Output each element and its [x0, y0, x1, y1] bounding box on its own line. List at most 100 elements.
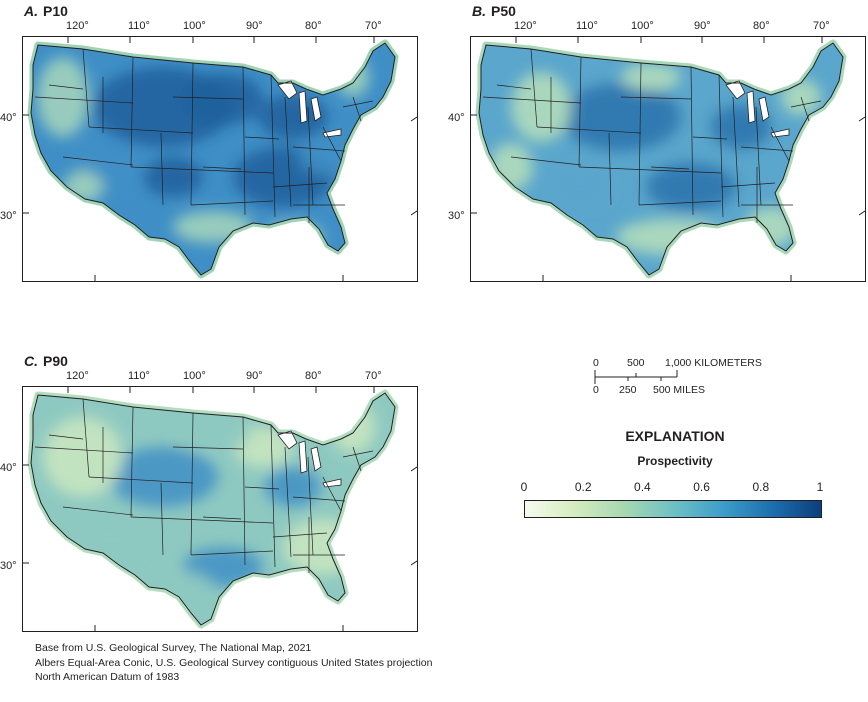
- source-note-base: Base from U.S. Geological Survey, The Na…: [35, 642, 312, 654]
- state-border: [48, 84, 84, 90]
- colorbar-tick-label: 0: [520, 480, 528, 494]
- state-border: [620, 96, 692, 100]
- longitude-label: 80°: [305, 20, 322, 32]
- longitude-label: 90°: [694, 20, 711, 32]
- scale-bar: 0 500 1,000 KILOMETERS 0 250 500 MILES: [585, 355, 785, 405]
- colorbar-tick-label: 0.6: [693, 480, 710, 494]
- prospectivity-patch: [711, 105, 771, 149]
- panel-label: C. P90: [24, 353, 68, 369]
- longitude-label: 80°: [753, 20, 770, 32]
- state-border: [482, 96, 582, 104]
- panel-label: A. P10: [24, 3, 68, 19]
- state-border: [307, 456, 314, 556]
- scale-km-0: 0: [593, 357, 599, 369]
- graticule-tick: [410, 210, 417, 216]
- prospectivity-patch: [265, 467, 321, 507]
- state-border: [578, 56, 582, 168]
- state-border: [202, 516, 242, 520]
- great-lakes: [277, 430, 342, 488]
- great-lakes: [277, 80, 342, 138]
- map-panel: C. P90 120° 110° 100° 90° 80° 70° 40° 30°: [0, 350, 420, 632]
- longitude-label: 120°: [66, 20, 89, 32]
- state-border: [172, 446, 244, 450]
- latitude-label: 30°: [0, 210, 17, 222]
- state-border: [578, 166, 722, 174]
- map-panel: A. P10 120° 110° 100° 90° 80° 70° 40° 30°: [0, 0, 420, 282]
- us-prospectivity-map: [23, 37, 417, 281]
- longitude-label: 70°: [813, 20, 830, 32]
- state-border: [284, 446, 292, 558]
- state-border: [190, 550, 274, 556]
- state-border: [292, 496, 346, 502]
- state-border: [190, 200, 274, 206]
- scale-km-500: 500: [627, 357, 645, 369]
- state-border: [48, 434, 84, 440]
- prospectivity-patch: [83, 517, 143, 557]
- longitude-label: 110°: [128, 370, 150, 382]
- scale-km-1000: 1,000 KILOMETERS: [665, 357, 762, 369]
- scale-mi-0: 0: [593, 384, 599, 396]
- state-border: [190, 412, 194, 556]
- graticule-tick: [410, 560, 417, 566]
- state-border: [740, 146, 794, 152]
- map-panel: B. P50 120° 110° 100° 90° 80° 70° 40° 30°: [448, 0, 868, 282]
- scale-mi-500: 500 MILES: [653, 384, 705, 396]
- state-border: [510, 156, 582, 166]
- state-border: [638, 62, 642, 206]
- graticule-tick: [858, 116, 865, 122]
- prospectivity-patch: [183, 73, 263, 125]
- state-border: [244, 486, 280, 490]
- colorbar-tick-label: 0.4: [634, 480, 651, 494]
- state-border: [530, 48, 538, 128]
- state-border: [692, 136, 728, 140]
- state-border: [88, 476, 194, 484]
- state-border: [202, 166, 242, 170]
- us-prospectivity-map: [23, 387, 417, 631]
- map-frame: [22, 386, 418, 632]
- longitude-label: 90°: [246, 20, 263, 32]
- us-prospectivity-map: [471, 37, 865, 281]
- latitude-label: 30°: [448, 210, 465, 222]
- state-border: [272, 532, 328, 538]
- longitude-label: 120°: [66, 370, 89, 382]
- panel-title: P10: [43, 3, 68, 19]
- scale-bar-graphic: [594, 370, 678, 384]
- state-border: [242, 66, 246, 216]
- scale-mi-250: 250: [619, 384, 637, 396]
- graticule-tick: [410, 116, 417, 122]
- panel-letter: C.: [24, 353, 38, 369]
- panel-label: B. P50: [472, 3, 516, 19]
- state-border: [130, 56, 134, 168]
- latitude-label: 30°: [0, 560, 17, 572]
- state-border: [638, 200, 722, 206]
- state-border: [34, 446, 134, 454]
- longitude-label: 100°: [631, 20, 654, 32]
- latitude-label: 40°: [448, 112, 465, 124]
- state-border: [307, 106, 314, 206]
- state-border: [755, 106, 762, 206]
- state-border: [172, 96, 244, 100]
- state-border: [244, 136, 280, 140]
- prospectivity-patch: [511, 72, 571, 142]
- prospectivity-patch: [551, 167, 611, 207]
- state-border: [322, 126, 342, 162]
- prospectivity-patch: [153, 571, 213, 603]
- prospectivity-patch: [108, 447, 218, 507]
- us-outline: [30, 392, 396, 626]
- prospectivity-patch: [177, 421, 249, 453]
- graticule-tick: [858, 210, 865, 216]
- state-border: [790, 100, 822, 108]
- panel-title: P90: [43, 353, 68, 369]
- longitude-label: 90°: [246, 370, 263, 382]
- map-frame: [22, 36, 418, 282]
- state-border: [732, 96, 740, 208]
- state-border: [62, 506, 134, 516]
- great-lakes: [725, 80, 790, 138]
- state-border: [650, 166, 690, 170]
- latitude-label: 40°: [0, 112, 17, 124]
- us-outline: [478, 42, 844, 276]
- prospectivity-patch: [646, 163, 736, 211]
- panel-letter: A.: [24, 3, 38, 19]
- source-note-projection: Albers Equal-Area Conic, U.S. Geological…: [35, 656, 433, 669]
- state-border: [160, 482, 164, 556]
